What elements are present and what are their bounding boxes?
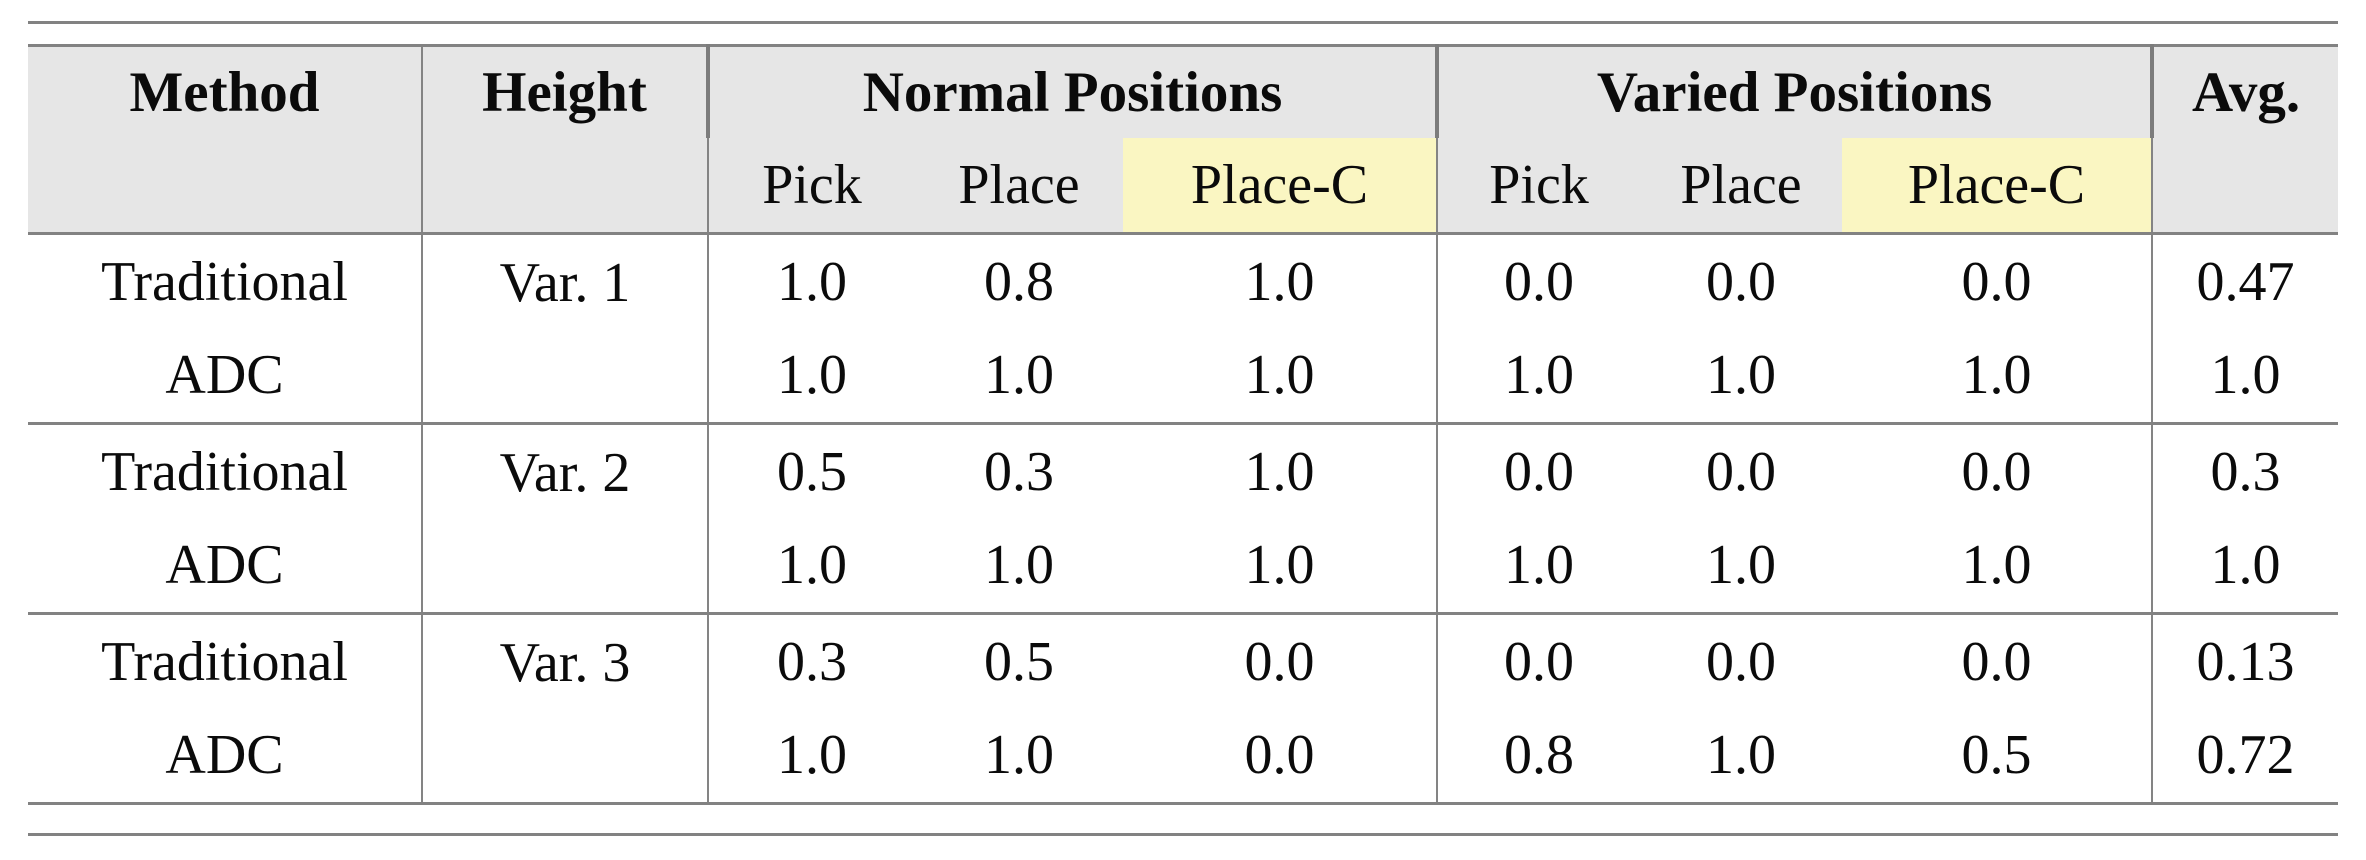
cell-varied-place-c: 1.0: [1842, 328, 2153, 425]
cell-varied-pick: 0.8: [1436, 708, 1641, 805]
cell-varied-place: 0.0: [1640, 613, 1843, 709]
cell-method: Traditional: [28, 613, 422, 709]
subheader-height-empty: [421, 137, 708, 235]
cell-normal-place-c: 1.0: [1123, 328, 1438, 425]
cell-normal-place: 1.0: [915, 518, 1123, 615]
cell-normal-place: 0.5: [915, 613, 1123, 709]
col-group-varied-positions: Varied Positions: [1435, 44, 2153, 138]
header-row-subcolumns: Pick Place Place-C Pick Place Place-C: [28, 137, 2339, 235]
cell-avg: 1.0: [2151, 518, 2339, 615]
table-row-var2-traditional: Traditional Var. 2 0.5 0.3 1.0 0.0 0.0 0…: [28, 423, 2339, 615]
cell-method: ADC: [28, 708, 422, 805]
cell-varied-pick: 1.0: [1436, 518, 1641, 615]
cell-normal-pick: 1.0: [707, 233, 915, 329]
table-row-var1-traditional: Traditional Var. 1 1.0 0.8 1.0 0.0 0.0 0…: [28, 233, 2339, 425]
cell-normal-pick: 1.0: [707, 708, 915, 805]
col-group-normal-positions: Normal Positions: [705, 44, 1438, 138]
cell-varied-place: 1.0: [1640, 328, 1843, 425]
subheader-normal-place-c-highlighted: Place-C: [1123, 137, 1438, 235]
header-row-groups: Method Height Normal Positions Varied Po…: [28, 44, 2339, 138]
cell-varied-pick: 0.0: [1436, 613, 1641, 709]
height-label-text: Var. 2: [499, 441, 631, 504]
cell-normal-place: 1.0: [915, 708, 1123, 805]
cell-normal-place-c: 1.0: [1123, 423, 1438, 519]
cell-normal-place-c: 1.0: [1123, 233, 1438, 329]
cell-method: Traditional: [28, 233, 422, 329]
table-row-var1-adc: ADC 1.0 1.0 1.0 1.0 1.0 1.0 1.0: [28, 328, 2339, 425]
cell-normal-pick: 1.0: [707, 518, 915, 615]
col-header-height: Height: [421, 44, 708, 138]
subheader-varied-place: Place: [1640, 137, 1843, 235]
cell-normal-pick: 0.3: [707, 613, 915, 709]
subheader-method-empty: [28, 137, 422, 235]
cell-normal-place-c: 0.0: [1123, 613, 1438, 709]
cell-varied-place-c: 0.5: [1842, 708, 2153, 805]
subheader-normal-pick: Pick: [707, 137, 915, 235]
cell-avg: 0.3: [2151, 423, 2339, 519]
subheader-varied-place-c-highlighted: Place-C: [1842, 137, 2153, 235]
col-header-avg: Avg.: [2150, 44, 2339, 138]
subheader-varied-pick: Pick: [1436, 137, 1641, 235]
cell-varied-place-c: 0.0: [1842, 613, 2153, 709]
height-label-text: Var. 1: [499, 251, 631, 314]
results-table: Method Height Normal Positions Varied Po…: [28, 44, 2339, 805]
cell-varied-pick: 1.0: [1436, 328, 1641, 425]
table-row-var2-adc: ADC 1.0 1.0 1.0 1.0 1.0 1.0 1.0: [28, 518, 2339, 615]
cell-method: ADC: [28, 328, 422, 425]
cell-avg: 0.47: [2151, 233, 2339, 329]
cell-varied-place: 1.0: [1640, 708, 1843, 805]
cell-varied-place-c: 1.0: [1842, 518, 2153, 615]
col-header-method: Method: [28, 44, 422, 138]
cell-normal-pick: 0.5: [707, 423, 915, 519]
cell-method: Traditional: [28, 423, 422, 519]
cell-avg: 1.0: [2151, 328, 2339, 425]
cell-varied-place: 0.0: [1640, 423, 1843, 519]
cell-normal-pick: 1.0: [707, 328, 915, 425]
cell-varied-pick: 0.0: [1436, 233, 1641, 329]
cell-normal-place: 0.8: [915, 233, 1123, 329]
subheader-normal-place: Place: [915, 137, 1123, 235]
table-row-var3-adc: ADC 1.0 1.0 0.0 0.8 1.0 0.5 0.72: [28, 708, 2339, 805]
bottom-outer-rule: [28, 833, 2338, 836]
height-label-text: Var. 3: [499, 631, 631, 694]
cell-varied-place: 0.0: [1640, 233, 1843, 329]
cell-normal-place: 0.3: [915, 423, 1123, 519]
cell-varied-pick: 0.0: [1436, 423, 1641, 519]
top-outer-rule: [28, 21, 2338, 24]
cell-avg: 0.13: [2151, 613, 2339, 709]
cell-height-label: Var. 3: [421, 613, 708, 805]
cell-height-label: Var. 2: [421, 423, 708, 615]
cell-varied-place-c: 0.0: [1842, 233, 2153, 329]
cell-height-label: Var. 1: [421, 233, 708, 425]
table-row-var3-traditional: Traditional Var. 3 0.3 0.5 0.0 0.0 0.0 0…: [28, 613, 2339, 805]
cell-avg: 0.72: [2151, 708, 2339, 805]
cell-varied-place: 1.0: [1640, 518, 1843, 615]
cell-normal-place-c: 1.0: [1123, 518, 1438, 615]
cell-varied-place-c: 0.0: [1842, 423, 2153, 519]
subheader-avg-empty: [2151, 137, 2339, 235]
cell-normal-place: 1.0: [915, 328, 1123, 425]
cell-method: ADC: [28, 518, 422, 615]
cell-normal-place-c: 0.0: [1123, 708, 1438, 805]
